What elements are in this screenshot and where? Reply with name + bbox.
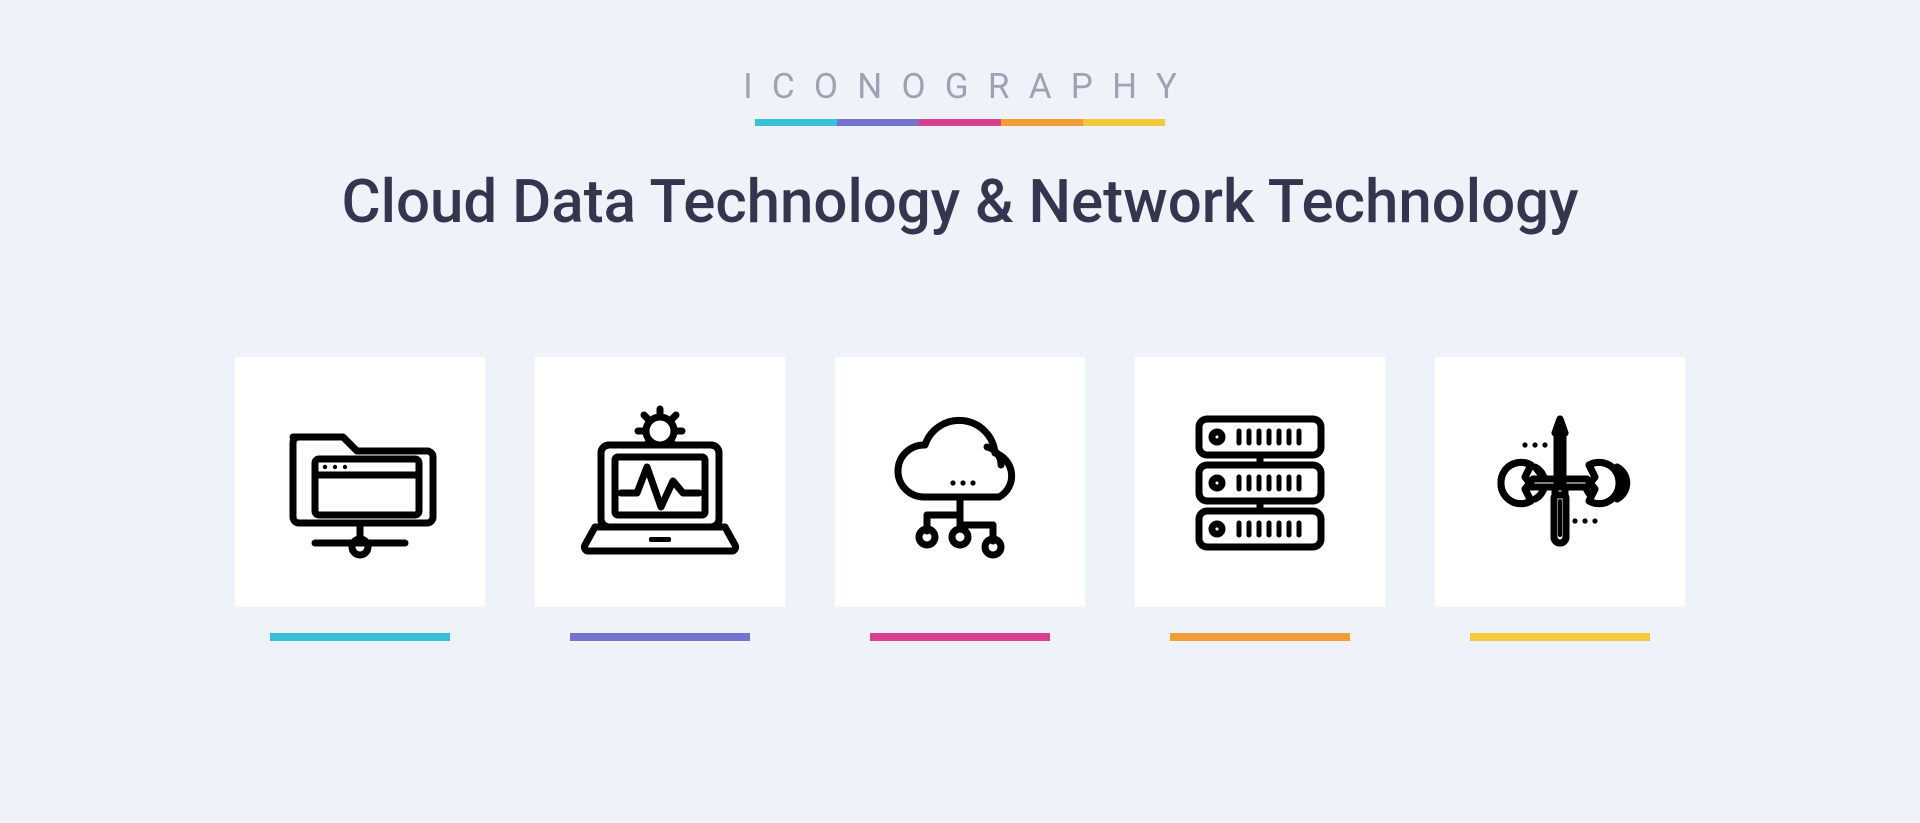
underline-seg-3 xyxy=(919,119,1001,126)
cell-underline xyxy=(570,633,750,641)
main-title: Cloud Data Technology & Network Technolo… xyxy=(341,166,1578,237)
cell-underline xyxy=(1470,633,1650,641)
underline-seg-4 xyxy=(1001,119,1083,126)
icon-box xyxy=(835,357,1085,607)
top-underline xyxy=(755,119,1165,126)
cell-underline xyxy=(1170,633,1350,641)
folder-network-icon xyxy=(275,397,445,567)
tools-icon xyxy=(1475,397,1645,567)
laptop-gear-icon xyxy=(575,397,745,567)
icon-box xyxy=(1135,357,1385,607)
icon-cell-laptop xyxy=(535,357,785,641)
server-stack-icon xyxy=(1175,397,1345,567)
icon-row xyxy=(235,357,1685,641)
underline-seg-2 xyxy=(837,119,919,126)
icon-cell-folder xyxy=(235,357,485,641)
infographic-canvas: ICONOGRAPHY Cloud Data Technology & Netw… xyxy=(0,0,1920,823)
underline-seg-1 xyxy=(755,119,837,126)
icon-box xyxy=(235,357,485,607)
top-label: ICONOGRAPHY xyxy=(743,66,1196,107)
icon-cell-server xyxy=(1135,357,1385,641)
icon-cell-tools xyxy=(1435,357,1685,641)
icon-box xyxy=(1435,357,1685,607)
cell-underline xyxy=(270,633,450,641)
icon-cell-cloud xyxy=(835,357,1085,641)
cell-underline xyxy=(870,633,1050,641)
icon-box xyxy=(535,357,785,607)
underline-seg-5 xyxy=(1083,119,1165,126)
cloud-computing-icon xyxy=(875,397,1045,567)
